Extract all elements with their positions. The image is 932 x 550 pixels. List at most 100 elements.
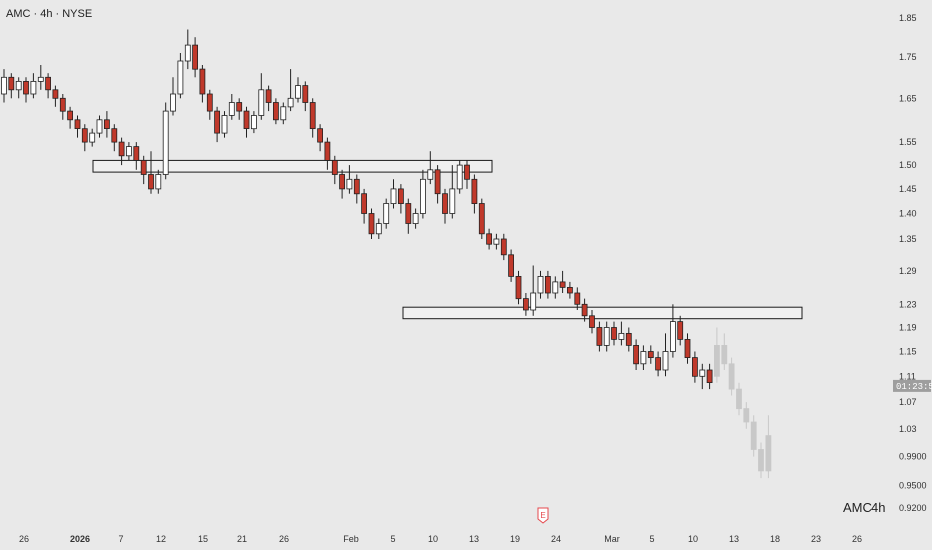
projection-body (736, 388, 742, 410)
candle-body (383, 203, 390, 224)
candle (309, 98, 316, 138)
candle-body (317, 128, 324, 143)
watermark-interval: 4h (871, 500, 885, 515)
candle-body (478, 203, 485, 235)
candle (471, 174, 478, 214)
candle (228, 94, 235, 120)
candle-body (206, 93, 213, 112)
candle (221, 111, 228, 138)
y-tick-label: 0.9500 (899, 481, 927, 491)
candle-body (15, 81, 22, 91)
candle (419, 169, 426, 219)
candle (81, 124, 88, 152)
earnings-marker[interactable]: E (537, 507, 549, 524)
candle-body (493, 238, 500, 245)
candle (662, 333, 669, 377)
x-tick-label: 2026 (70, 534, 90, 544)
candle-body (8, 76, 15, 91)
candle-body (353, 178, 360, 195)
candle (383, 198, 390, 229)
projection-body (765, 435, 772, 472)
projection-candle (714, 327, 720, 383)
candle (45, 73, 51, 99)
projection-candle (765, 415, 772, 479)
candle-body (692, 357, 698, 377)
y-tick-label: 0.9200 (899, 503, 927, 513)
candle (1, 69, 7, 103)
x-tick-label: 26 (279, 534, 289, 544)
y-tick-label: 1.65 (899, 93, 917, 103)
candle-body (640, 351, 647, 365)
candle-body (250, 115, 257, 130)
x-tick-label: 18 (770, 534, 780, 544)
candle-body (486, 233, 493, 245)
candle-body (670, 321, 676, 352)
y-tick-label: 1.15 (899, 347, 917, 357)
candle (559, 270, 566, 293)
candle (412, 208, 419, 229)
candle-body (523, 298, 529, 311)
candle-body (618, 332, 625, 340)
upper-resistance-zone[interactable] (92, 159, 493, 173)
projection-body (728, 363, 735, 390)
price-tag: 01:23:58 (893, 379, 932, 392)
earnings-marker-icon[interactable] (537, 507, 549, 524)
candle-body (552, 281, 559, 294)
x-tick-label: Feb (343, 534, 359, 544)
candle (295, 77, 301, 103)
candle (397, 184, 404, 214)
candle (126, 142, 132, 161)
projection-candle (750, 415, 757, 457)
candle (361, 188, 368, 224)
candle (567, 281, 573, 299)
projection-body (714, 344, 720, 377)
candle (170, 77, 176, 116)
candle-body (662, 351, 669, 371)
candle-body (530, 292, 537, 311)
candle-body (199, 68, 206, 95)
candle-body (148, 174, 154, 190)
candle-body (236, 102, 243, 112)
candle (37, 65, 44, 90)
candle (677, 315, 684, 346)
candle-body (265, 89, 272, 103)
x-tick-label: 19 (510, 534, 520, 544)
candle-body (309, 102, 316, 130)
candle-body (699, 369, 706, 377)
candle (243, 106, 250, 138)
lower-support-zone[interactable] (402, 306, 803, 320)
candle-body (295, 85, 301, 99)
candle (640, 345, 647, 370)
x-tick-label: 10 (688, 534, 698, 544)
candle-body (243, 110, 250, 129)
candle (118, 137, 125, 166)
candle (456, 160, 463, 194)
candle (515, 270, 522, 305)
candle (331, 155, 338, 185)
candle (434, 165, 441, 204)
candle (530, 265, 537, 316)
candle-body (581, 303, 588, 317)
candle (177, 53, 184, 99)
candle (52, 85, 59, 107)
candle (324, 137, 331, 170)
candle-body (104, 119, 110, 130)
candle (596, 321, 603, 352)
candle (280, 102, 287, 125)
candle (104, 111, 110, 138)
y-tick-label: 1.29 (899, 266, 917, 276)
projection-candle (758, 442, 764, 479)
candle-body (346, 178, 353, 190)
candle (574, 287, 581, 310)
candle-body (412, 213, 419, 225)
x-axis[interactable]: 26 2026 7 12 15 21 26 Feb 5 10 13 19 24 Mar 5 10 13 18 23 2… (19, 534, 862, 544)
y-tick-label: 1.40 (899, 209, 917, 219)
y-axis[interactable]: 1.85 1.75 1.65 1.55 1.50 1.45 1.40 1.35 1.29 1.23… (899, 13, 927, 513)
candle-body (419, 178, 426, 214)
candle-body (655, 357, 661, 371)
x-tick-label: Mar (604, 534, 620, 544)
projection-body (721, 344, 728, 365)
candle-body (375, 223, 382, 235)
candle (442, 188, 448, 224)
